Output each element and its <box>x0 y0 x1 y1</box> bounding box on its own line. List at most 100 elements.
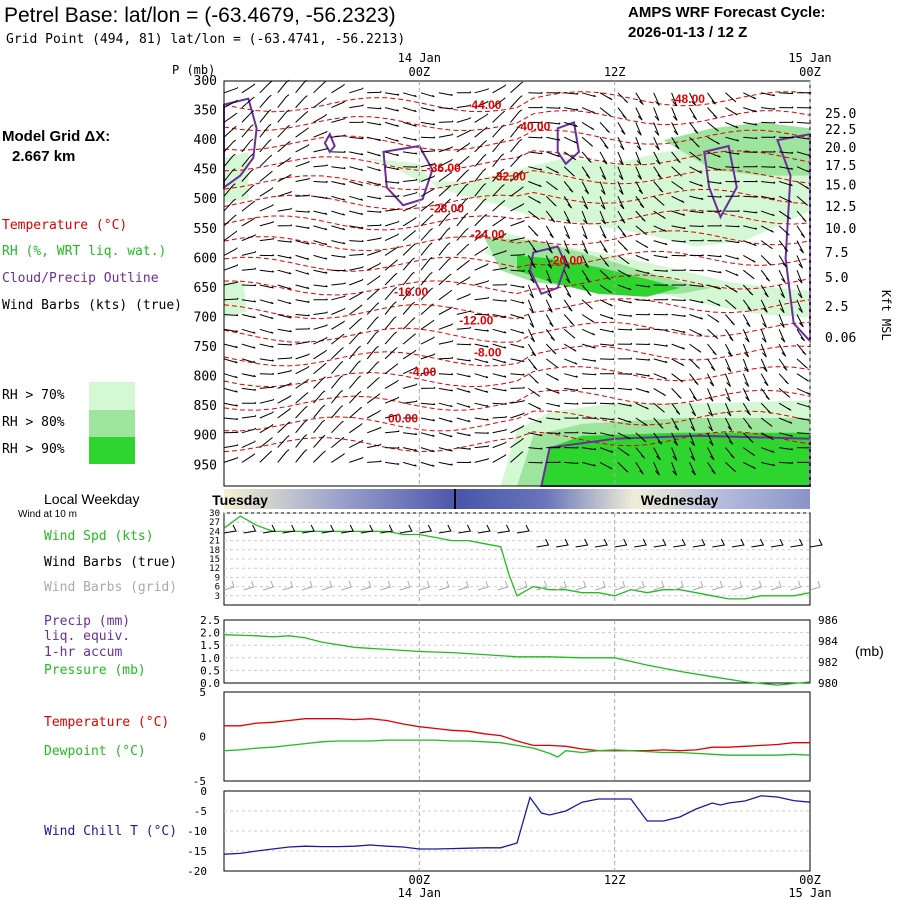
wind-barb <box>778 329 786 343</box>
wind-barb <box>707 224 722 227</box>
wind-barb <box>743 121 758 126</box>
wind-barb <box>760 240 773 250</box>
pressure-tick-label: 986 <box>818 614 838 627</box>
surface-wind-barb <box>809 538 823 548</box>
wind-barb <box>492 232 507 242</box>
wind-barb <box>402 271 415 286</box>
wind-barb <box>653 225 667 233</box>
wind-barb <box>367 443 382 449</box>
wind-barb <box>366 275 381 286</box>
wind-barb <box>635 462 644 475</box>
model-grid-label: Model Grid ΔX: <box>2 128 111 145</box>
wind-barb <box>653 387 666 397</box>
wind-barb <box>420 242 433 256</box>
wind-barb <box>545 329 556 341</box>
wind-barb <box>223 387 238 393</box>
wind-barb <box>600 372 615 375</box>
wind-barb <box>635 151 642 166</box>
wind-barb <box>349 225 364 229</box>
wind-barb <box>492 373 507 378</box>
wind-barb <box>492 299 507 302</box>
wind-barb <box>241 358 256 364</box>
wind-barb <box>779 120 794 123</box>
wind-barb <box>563 151 577 161</box>
wind-barb <box>761 121 776 124</box>
wind-barb <box>796 299 803 313</box>
wind-barb <box>420 461 435 467</box>
wind-barb <box>474 402 489 407</box>
wind-barb <box>349 151 364 156</box>
wind-barb <box>671 447 678 461</box>
height-tick-label: 20.0 <box>825 141 856 156</box>
wind-barb <box>725 136 740 142</box>
wind-barb <box>385 446 400 449</box>
rh70-region-left-low <box>224 282 247 318</box>
wind-barb <box>743 195 758 198</box>
wind-barb <box>528 166 543 171</box>
wind-barb <box>546 373 559 381</box>
wind-barb <box>456 259 470 271</box>
legend-rh90-label: RH > 90% <box>2 442 65 457</box>
pressure-tick-label: 350 <box>194 104 217 119</box>
wind-barb <box>223 431 239 434</box>
wind-barb <box>492 216 506 227</box>
pressure-axis-title: P (mb) <box>172 63 215 77</box>
isotherm-line <box>223 209 811 231</box>
wind-barb <box>707 151 721 158</box>
wind-barb <box>527 240 538 253</box>
wind-barb <box>725 284 738 293</box>
wind-barb <box>778 402 792 411</box>
wind-barb <box>510 95 523 108</box>
wind-barb <box>349 253 364 256</box>
surface-wind-barb <box>790 538 804 548</box>
wind-barb <box>474 458 489 463</box>
wind-barb <box>653 240 668 246</box>
wind-barb <box>241 124 254 138</box>
wind-barb <box>743 210 758 214</box>
wind-barb <box>689 432 696 447</box>
wind-barb <box>599 240 608 253</box>
precip-tick-label: 1.5 <box>200 639 220 652</box>
wind-barb <box>653 402 665 413</box>
wind-barb <box>778 314 785 328</box>
dewpoint-line <box>223 739 811 758</box>
surface-wind-barb <box>516 524 530 534</box>
wind-barb <box>581 328 596 336</box>
wind-barb <box>653 136 660 151</box>
wind-barb <box>295 143 310 153</box>
wind-barb <box>653 298 669 301</box>
isotherm-line <box>223 250 811 272</box>
wind-barb <box>671 122 679 136</box>
wind-barb <box>438 273 452 286</box>
isotherm-label: -44.00 <box>467 98 501 112</box>
wind-barb <box>241 401 257 404</box>
isotherm-line <box>223 110 811 132</box>
wind-barb <box>779 166 794 170</box>
wind-barb <box>796 387 810 395</box>
wind-barb <box>492 138 505 153</box>
wind-barb <box>241 328 256 334</box>
wind-barb <box>778 417 793 424</box>
surface-wind-barb <box>731 538 745 548</box>
wind-barb <box>528 387 541 397</box>
wind-barb <box>295 284 310 290</box>
legend-rh: RH (%, WRT liq. wat.) <box>2 244 167 259</box>
wind-barb <box>348 375 361 389</box>
wind-barb <box>384 413 400 419</box>
wind-barb <box>725 209 740 212</box>
wind-barb <box>277 173 292 182</box>
wind-barb <box>331 347 344 360</box>
wind-barb <box>295 194 311 197</box>
wind-barb <box>760 432 774 441</box>
wind-barb <box>635 299 651 302</box>
wind-barb <box>402 461 417 467</box>
wind-barb <box>223 99 238 109</box>
pressure-tick-label: 700 <box>194 310 217 325</box>
wind-barb <box>617 372 633 375</box>
wind-barb <box>796 255 804 269</box>
wind-barb <box>456 243 470 256</box>
wind-barb <box>349 266 364 271</box>
wind-barb <box>528 121 543 123</box>
wind-barb <box>510 203 525 212</box>
wind-barb <box>259 343 274 348</box>
